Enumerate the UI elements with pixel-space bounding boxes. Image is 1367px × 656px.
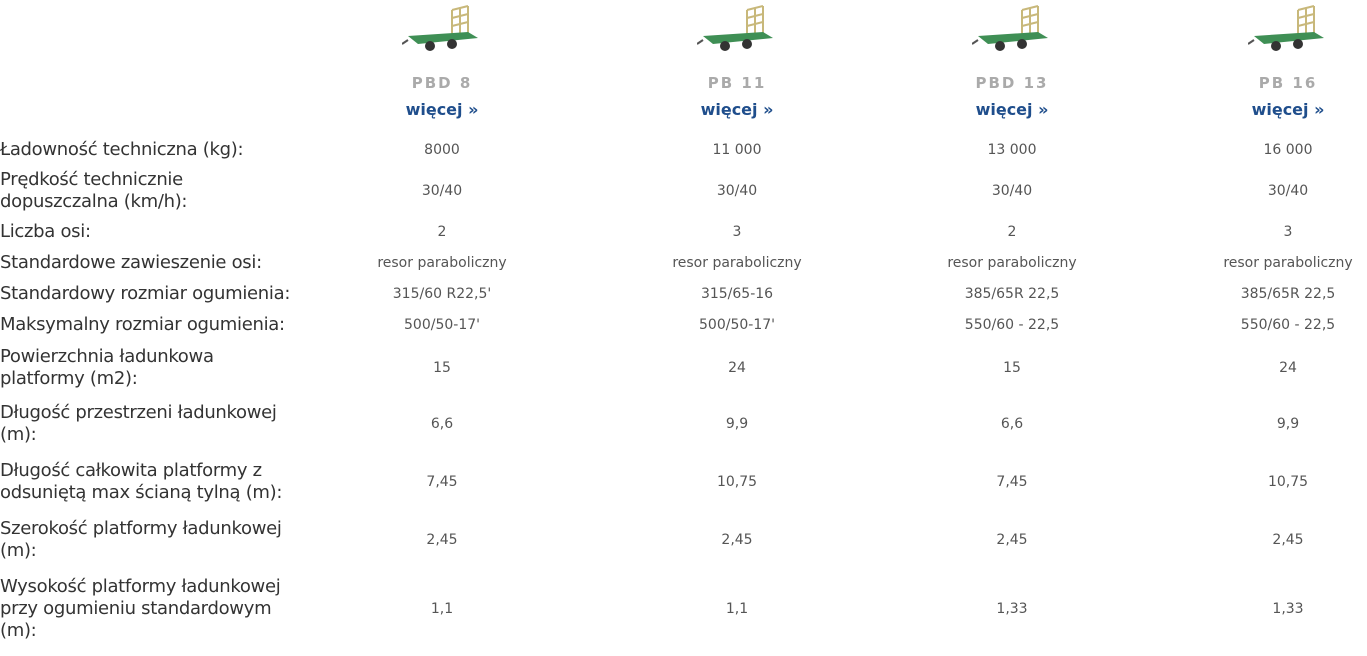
cell-value: 1,33	[996, 601, 1027, 617]
cell-value: 24	[1279, 360, 1297, 376]
row-label: Ładowność techniczna (kg):	[0, 139, 300, 161]
product-name: PBD 13	[922, 74, 1102, 92]
more-link[interactable]: więcej »	[647, 100, 827, 119]
cell-value: 13 000	[988, 142, 1037, 158]
cell-value: 10,75	[717, 474, 757, 490]
cell-value: 500/50-17'	[404, 317, 480, 333]
product-name: PB 16	[1198, 74, 1367, 92]
cell-value: 385/65R 22,5	[965, 286, 1060, 302]
cell-value: 2,45	[721, 532, 752, 548]
product-column-header: PB 11 więcej »	[647, 0, 827, 119]
table-row: Wysokość platformy ładunkowej przy ogumi…	[0, 568, 1367, 650]
cell-value: 10,75	[1268, 474, 1308, 490]
cell-value: 24	[728, 360, 746, 376]
trailer-image	[1248, 0, 1328, 58]
product-image	[1198, 0, 1367, 62]
table-row: Ładowność techniczna (kg): 8000 11 000 13 0…	[0, 135, 1367, 165]
table-row: Standardowy rozmiar ogumienia: 315/60 R22…	[0, 278, 1367, 309]
cell-value: 9,9	[1277, 416, 1299, 432]
product-image	[352, 0, 532, 62]
cell-value: 1,1	[726, 601, 748, 617]
more-link[interactable]: więcej »	[352, 100, 532, 119]
product-column-header: PBD 13 więcej »	[922, 0, 1102, 119]
cell-value: 15	[433, 360, 451, 376]
cell-value: 2,45	[1272, 532, 1303, 548]
trailer-image	[402, 0, 482, 58]
cell-value: 315/60 R22,5'	[393, 286, 491, 302]
product-column-header: PBD 8 więcej »	[352, 0, 532, 119]
cell-value: 385/65R 22,5	[1241, 286, 1336, 302]
cell-value: 1,33	[1272, 601, 1303, 617]
row-label: Maksymalny rozmiar ogumienia:	[0, 314, 300, 336]
table-row: Liczba osi: 2 3 2 3	[0, 217, 1367, 247]
cell-value: 11 000	[713, 142, 762, 158]
row-label: Standardowe zawieszenie osi:	[0, 252, 300, 274]
trailer-image	[972, 0, 1052, 58]
cell-value: 7,45	[996, 474, 1027, 490]
cell-value: 2,45	[996, 532, 1027, 548]
product-name: PB 11	[647, 74, 827, 92]
cell-value: 3	[1284, 224, 1293, 240]
more-link[interactable]: więcej »	[922, 100, 1102, 119]
cell-value: 550/60 - 22,5	[1241, 317, 1335, 333]
row-label: Szerokość platformy ładunkowej (m):	[0, 518, 300, 562]
trailer-image	[697, 0, 777, 58]
cell-value: 1,1	[431, 601, 453, 617]
table-row: Prędkość technicznie dopuszczalna (km/h)…	[0, 165, 1367, 217]
table-row: Szerokość platformy ładunkowej (m): 2,45 2…	[0, 512, 1367, 568]
row-label: Prędkość technicznie dopuszczalna (km/h)…	[0, 169, 300, 213]
product-image	[647, 0, 827, 62]
cell-value: resor paraboliczny	[672, 255, 801, 271]
row-label: Powierzchnia ładunkowa platformy (m2):	[0, 346, 300, 390]
cell-value: 30/40	[717, 183, 757, 199]
table-row: Długość przestrzeni ładunkowej (m): 6,6 9,…	[0, 396, 1367, 452]
cell-value: 2,45	[426, 532, 457, 548]
cell-value: 9,9	[726, 416, 748, 432]
more-link[interactable]: więcej »	[1198, 100, 1367, 119]
page: PBD 8 więcej » PB 11 więcej » PBD 13 więcej »…	[0, 0, 1367, 656]
product-image	[922, 0, 1102, 62]
cell-value: 500/50-17'	[699, 317, 775, 333]
table-row: Długość całkowita platformy z odsuniętą …	[0, 452, 1367, 512]
row-label: Wysokość platformy ładunkowej przy ogumi…	[0, 576, 300, 642]
cell-value: 6,6	[431, 416, 453, 432]
cell-value: resor paraboliczny	[377, 255, 506, 271]
table-row: Maksymalny rozmiar ogumienia: 500/50-17' 5…	[0, 309, 1367, 340]
cell-value: 3	[733, 224, 742, 240]
row-label: Liczba osi:	[0, 221, 300, 243]
cell-value: 2	[1008, 224, 1017, 240]
row-label: Długość całkowita platformy z odsuniętą …	[0, 460, 300, 504]
table-row: Standardowe zawieszenie osi: resor parabo…	[0, 247, 1367, 278]
table-row: Powierzchnia ładunkowa platformy (m2): 15…	[0, 340, 1367, 396]
cell-value: 8000	[424, 142, 460, 158]
cell-value: 16 000	[1264, 142, 1313, 158]
cell-value: 30/40	[422, 183, 462, 199]
product-name: PBD 8	[352, 74, 532, 92]
cell-value: 6,6	[1001, 416, 1023, 432]
row-label: Standardowy rozmiar ogumienia:	[0, 283, 300, 305]
comparison-table: PBD 8 więcej » PB 11 więcej » PBD 13 więcej »…	[0, 0, 1367, 650]
cell-value: 7,45	[426, 474, 457, 490]
cell-value: resor paraboliczny	[1223, 255, 1352, 271]
cell-value: 2	[438, 224, 447, 240]
cell-value: 550/60 - 22,5	[965, 317, 1059, 333]
cell-value: 315/65-16	[701, 286, 773, 302]
header-row: PBD 8 więcej » PB 11 więcej » PBD 13 więcej »…	[0, 0, 1367, 135]
cell-value: 15	[1003, 360, 1021, 376]
cell-value: 30/40	[992, 183, 1032, 199]
cell-value: resor paraboliczny	[947, 255, 1076, 271]
cell-value: 30/40	[1268, 183, 1308, 199]
row-label: Długość przestrzeni ładunkowej (m):	[0, 402, 300, 446]
product-column-header: PB 16 więcej »	[1198, 0, 1367, 119]
